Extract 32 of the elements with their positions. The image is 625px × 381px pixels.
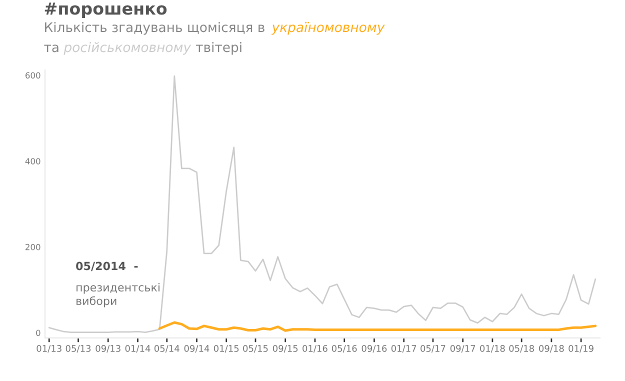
x-tick-label: 05/14 [154, 345, 180, 353]
x-tick-label: 01/13 [36, 345, 62, 353]
annotation: 05/2014 - [76, 262, 138, 272]
x-tick-label: 01/17 [391, 345, 416, 353]
y-tick-label: 400 [25, 158, 40, 164]
text: україномовному [271, 22, 385, 35]
x-tick-label: 09/18 [539, 345, 564, 353]
x-tick-label: 05/13 [66, 345, 91, 353]
text: та [44, 44, 58, 52]
y-tick-label: 0 [36, 330, 40, 336]
line-series [158, 321, 597, 332]
y-tick-label: 200 [26, 244, 40, 250]
x-tick-label: 01/19 [568, 345, 594, 353]
x-tick-label: 09/15 [272, 345, 298, 353]
x-tick-label: 01/16 [302, 345, 328, 353]
text: твітері [196, 42, 242, 55]
x-tick-label: 05/15 [243, 345, 268, 353]
x-tick-label: 09/13 [96, 345, 120, 353]
x-tick-label: 09/17 [450, 345, 476, 353]
x-tick-label: 09/14 [184, 345, 210, 353]
x-tick-label: 01/18 [480, 345, 505, 353]
x-tick-label: 05/16 [332, 345, 357, 353]
x-tick-label: 05/18 [509, 345, 534, 353]
y-tick-label: 600 [26, 72, 40, 79]
x-tick-label: 01/14 [125, 345, 150, 353]
annotation: президентські вибори [76, 282, 160, 308]
x-tick-label: 09/16 [362, 345, 387, 353]
chart-title: #порошенко [44, 2, 167, 18]
x-tick-label: 05/17 [420, 345, 446, 353]
chart-subtitle: Кількість згадувань щомісяця в [45, 22, 264, 35]
x-tick-label: 01/15 [214, 345, 239, 353]
line-series [48, 75, 596, 334]
